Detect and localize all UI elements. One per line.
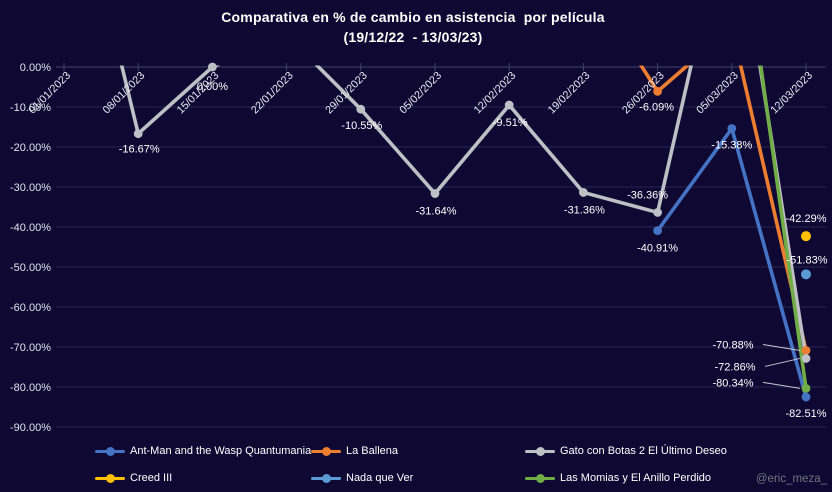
label-leader-line bbox=[764, 357, 801, 367]
y-axis-label: -10.00% bbox=[10, 102, 51, 114]
data-label: -70.88% bbox=[713, 340, 754, 352]
data-point-marker bbox=[801, 269, 811, 280]
data-label: -6.09% bbox=[639, 101, 674, 113]
data-label: -42.29% bbox=[786, 213, 827, 225]
chart-title: Comparativa en % de cambio en asistencia… bbox=[0, 7, 826, 47]
data-point-marker bbox=[653, 226, 662, 236]
data-label: -15.38% bbox=[711, 140, 752, 152]
data-point-marker bbox=[653, 208, 662, 217]
x-axis-label: 22/01/2023 bbox=[249, 70, 296, 117]
label-leader-line bbox=[762, 344, 801, 352]
data-label: -16.67% bbox=[119, 144, 160, 156]
series-lines bbox=[119, 65, 808, 399]
data-point-marker bbox=[653, 86, 662, 96]
data-point-marker bbox=[801, 383, 811, 393]
series-line bbox=[655, 126, 808, 399]
series-line bbox=[758, 65, 808, 391]
label-leader-line bbox=[762, 381, 801, 389]
x-axis-label: 12/03/2023 bbox=[768, 70, 815, 117]
data-point-marker bbox=[801, 392, 811, 402]
data-label: -31.36% bbox=[564, 204, 605, 216]
data-point-marker bbox=[504, 100, 514, 110]
x-axis-label: 05/02/2023 bbox=[397, 70, 444, 117]
data-point-marker bbox=[208, 62, 217, 72]
y-axis-label: -80.00% bbox=[10, 382, 51, 394]
data-label: -10.55% bbox=[341, 120, 382, 132]
data-label: -9.51% bbox=[493, 117, 528, 129]
data-point-marker bbox=[579, 188, 588, 197]
y-axis-label: -30.00% bbox=[10, 182, 51, 194]
series-line bbox=[638, 65, 808, 353]
y-axis-label: -20.00% bbox=[10, 142, 51, 154]
y-axis-label: -50.00% bbox=[10, 262, 51, 274]
data-point-marker bbox=[801, 354, 811, 363]
data-point-marker bbox=[801, 346, 811, 355]
y-axis-label: -40.00% bbox=[10, 222, 51, 234]
y-axis-label: -60.00% bbox=[10, 302, 51, 314]
data-label: -80.34% bbox=[713, 377, 754, 389]
y-axis-label: 0.00% bbox=[20, 62, 51, 74]
y-axis-label: -70.00% bbox=[10, 342, 51, 354]
chart-title-line1: Comparativa en % de cambio en asistencia… bbox=[221, 9, 605, 25]
x-axis-label: 05/03/2023 bbox=[694, 70, 741, 117]
data-label: -31.64% bbox=[416, 206, 457, 218]
data-label: -51.83% bbox=[787, 254, 828, 266]
data-label: 0.00% bbox=[197, 81, 228, 93]
x-axis-label: 19/02/2023 bbox=[546, 70, 593, 117]
data-label: -36.36% bbox=[627, 189, 668, 201]
y-axis-label: -90.00% bbox=[10, 422, 51, 434]
chart-title-line2: (19/12/22 - 13/03/23) bbox=[343, 29, 483, 45]
data-label: -82.51% bbox=[786, 408, 827, 420]
data-label: -40.91% bbox=[637, 243, 678, 255]
watermark: @eric_meza_ bbox=[755, 473, 827, 485]
data-label: -72.86% bbox=[715, 361, 756, 373]
data-point-marker bbox=[727, 124, 737, 133]
data-point-marker bbox=[133, 129, 143, 139]
data-point-marker bbox=[430, 189, 440, 198]
data-point-marker bbox=[356, 104, 366, 114]
data-point-marker bbox=[801, 231, 811, 242]
